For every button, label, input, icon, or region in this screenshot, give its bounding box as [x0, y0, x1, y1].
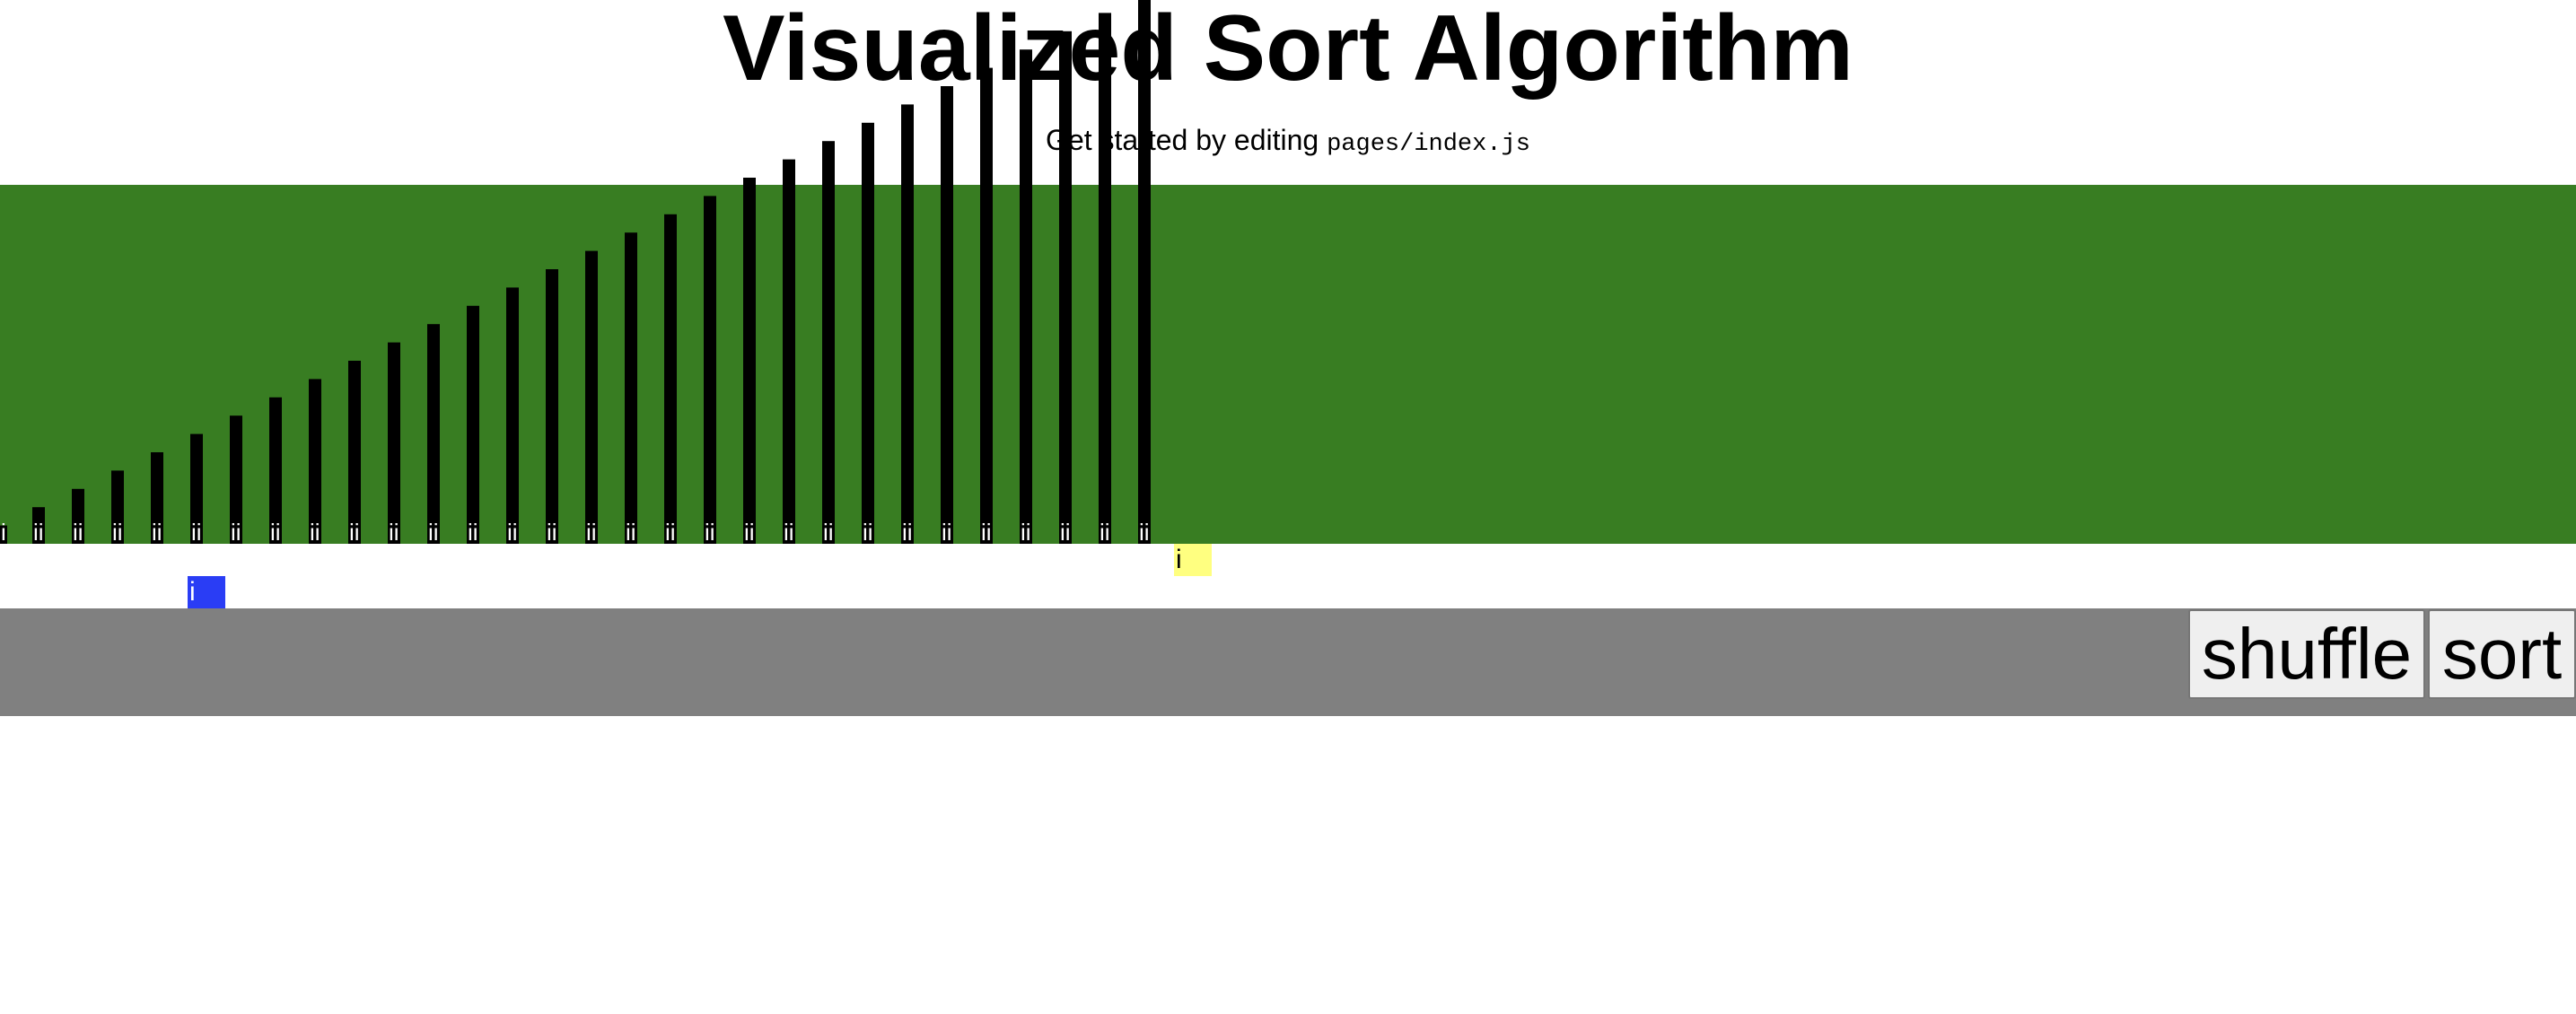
bar: ii	[941, 86, 953, 546]
bar: ii	[309, 379, 321, 546]
bar-rect	[1099, 13, 1111, 544]
bar-rect	[1138, 0, 1151, 544]
bar: ii	[269, 397, 282, 546]
bar-rect	[1020, 49, 1032, 544]
bar: ii	[467, 305, 479, 546]
bar: ii	[111, 470, 124, 546]
bar-rect	[625, 232, 637, 544]
bar-rect	[427, 324, 440, 544]
bar: ii	[427, 324, 440, 546]
bar: ii	[190, 433, 203, 546]
current-index-marker: i	[188, 576, 225, 608]
sort-button[interactable]: sort	[2428, 609, 2576, 699]
bar: ii	[1059, 31, 1072, 546]
bar: ii	[901, 104, 914, 546]
bar: ii	[664, 214, 677, 546]
bar-rect	[941, 86, 953, 544]
shuffle-button[interactable]: shuffle	[2188, 609, 2425, 699]
subtitle-code: pages/index.js	[1327, 131, 1530, 158]
page-subtitle: Get started by editing pages/index.js	[0, 122, 2576, 162]
bar-rect	[467, 305, 479, 544]
bar-rect	[783, 159, 795, 544]
bar-rect	[1059, 31, 1072, 545]
bar-rect	[901, 104, 914, 545]
subtitle-text: Get started by editing	[1046, 124, 1327, 156]
bar-rect	[0, 525, 7, 544]
bar: ii	[348, 361, 361, 546]
bar-rect	[230, 415, 242, 544]
bar: ii	[822, 141, 835, 546]
bar: ii	[151, 452, 163, 546]
bar: ii	[625, 232, 637, 546]
bar-rect	[506, 287, 519, 544]
bar-rect	[704, 196, 716, 544]
bar-rect	[862, 122, 874, 545]
bar: ii	[743, 178, 756, 546]
bar-rect	[269, 397, 282, 544]
visualizer-stage	[0, 185, 2576, 544]
bar-rect	[151, 452, 163, 544]
bar: ii	[230, 415, 242, 546]
bar-rect	[348, 361, 361, 544]
bar-rect	[72, 488, 84, 544]
bar-rect	[822, 141, 835, 544]
compare-marker: i	[1174, 544, 1212, 576]
bar-rect	[743, 178, 756, 544]
bar: ii	[1020, 49, 1032, 546]
bar: ii	[585, 250, 598, 546]
bar: ii	[506, 287, 519, 546]
bar: ii	[1138, 0, 1151, 546]
bar: ii	[546, 269, 558, 546]
bar: ii	[704, 196, 716, 546]
bar-rect	[309, 379, 321, 544]
page-title: Visualized Sort Algorithm	[723, 0, 1853, 101]
bar: ii	[72, 488, 84, 546]
bar-rect	[190, 433, 203, 544]
bar: ii	[388, 342, 400, 546]
bar: ii	[783, 159, 795, 546]
bar: ii	[1099, 13, 1111, 546]
bar-rect	[980, 67, 993, 545]
bar: ii	[32, 507, 45, 546]
controls-bar: shuffle sort	[0, 608, 2576, 716]
bar-rect	[664, 214, 677, 545]
bar-rect	[585, 250, 598, 544]
bar-rect	[388, 342, 400, 544]
bar-rect	[111, 470, 124, 544]
bar-rect	[32, 507, 45, 544]
bar-rect	[546, 269, 558, 544]
bar: ii	[980, 67, 993, 546]
bar: ii	[862, 122, 874, 546]
